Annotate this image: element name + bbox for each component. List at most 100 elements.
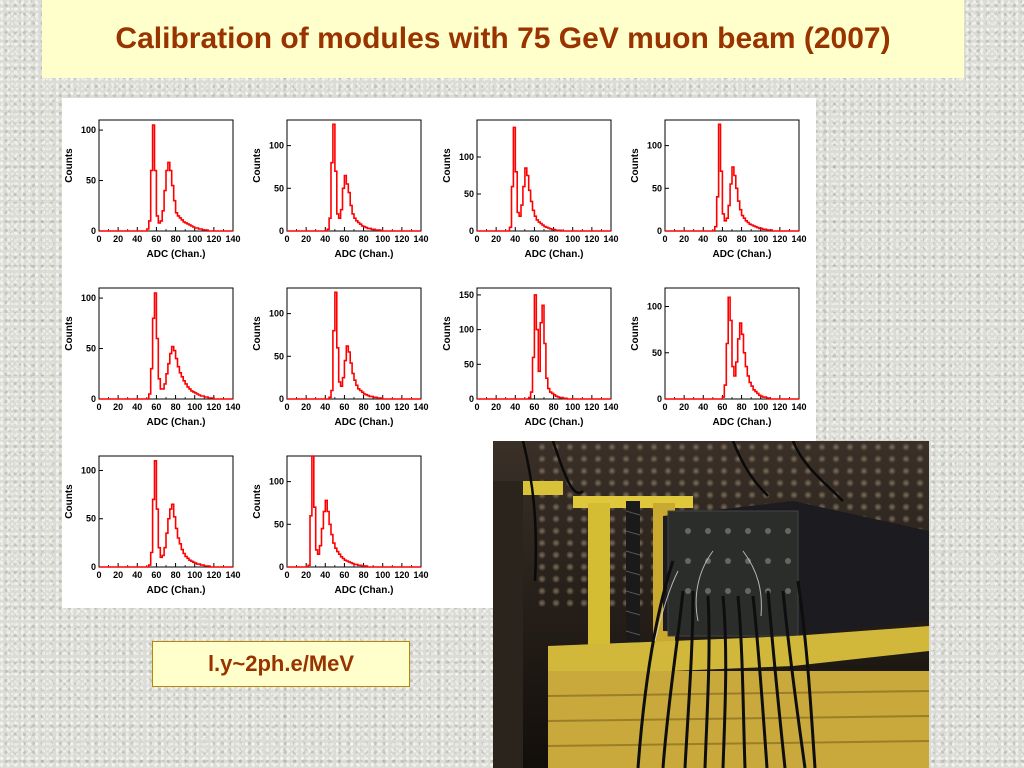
x-tick-label: 20 bbox=[491, 234, 501, 244]
y-tick-label: 50 bbox=[86, 514, 96, 524]
x-tick-label: 100 bbox=[187, 402, 202, 412]
y-tick-label: 50 bbox=[274, 519, 284, 529]
detector-photo bbox=[493, 441, 929, 768]
x-tick-label: 0 bbox=[96, 570, 101, 580]
histogram-series-line bbox=[477, 294, 611, 400]
x-tick-label: 60 bbox=[339, 570, 349, 580]
y-tick-label: 50 bbox=[652, 348, 662, 358]
x-tick-label: 0 bbox=[96, 234, 101, 244]
y-tick-label: 0 bbox=[469, 394, 474, 404]
histogram-series-line bbox=[99, 124, 233, 232]
y-tick-label: 150 bbox=[459, 290, 474, 300]
x-axis-label: ADC (Chan.) bbox=[335, 249, 394, 260]
plot-frame bbox=[98, 455, 234, 568]
x-tick-label: 100 bbox=[375, 402, 390, 412]
histogram-3: 0 20 40 60 80 100 120 140 0 50 100 ADC (Chan.) Count… bbox=[442, 119, 619, 260]
x-tick-label: 140 bbox=[225, 234, 240, 244]
x-tick-label: 120 bbox=[772, 402, 787, 412]
histogram-5: 0 20 40 60 80 100 120 140 0 50 100 ADC (Chan.) Count… bbox=[64, 287, 241, 428]
x-axis-label: ADC (Chan.) bbox=[335, 417, 394, 428]
y-tick-label: 0 bbox=[91, 394, 96, 404]
x-tick-label: 40 bbox=[698, 402, 708, 412]
x-tick-label: 100 bbox=[565, 402, 580, 412]
light-yield-box: l.y~2ph.e/MeV bbox=[152, 641, 410, 687]
histogram-4: 0 20 40 60 80 100 120 140 0 50 100 ADC (Chan.) Count… bbox=[630, 119, 807, 260]
x-tick-label: 20 bbox=[301, 234, 311, 244]
x-tick-label: 20 bbox=[113, 234, 123, 244]
histogram-series-line bbox=[99, 460, 233, 568]
y-tick-label: 100 bbox=[269, 141, 284, 151]
y-axis-label: Counts bbox=[252, 148, 263, 183]
y-tick-label: 50 bbox=[464, 359, 474, 369]
histogram-10: 0 20 40 60 80 100 120 140 0 50 100 ADC (Chan.) Count… bbox=[252, 455, 429, 596]
y-tick-label: 0 bbox=[279, 226, 284, 236]
x-tick-label: 80 bbox=[737, 402, 747, 412]
x-axis-label: ADC (Chan.) bbox=[147, 417, 206, 428]
y-axis-label: Counts bbox=[252, 316, 263, 351]
histogram-series-line bbox=[665, 123, 799, 232]
x-tick-label: 120 bbox=[394, 402, 409, 412]
x-tick-label: 140 bbox=[791, 402, 806, 412]
y-axis-label: Counts bbox=[64, 316, 75, 351]
x-tick-label: 40 bbox=[320, 570, 330, 580]
x-axis-label: ADC (Chan.) bbox=[713, 417, 772, 428]
x-tick-label: 80 bbox=[359, 402, 369, 412]
x-tick-label: 0 bbox=[284, 402, 289, 412]
x-tick-label: 80 bbox=[171, 402, 181, 412]
x-tick-label: 140 bbox=[603, 234, 618, 244]
x-tick-label: 80 bbox=[549, 402, 559, 412]
x-tick-label: 40 bbox=[510, 402, 520, 412]
plot-frame bbox=[476, 119, 612, 232]
y-tick-label: 100 bbox=[81, 465, 96, 475]
y-axis-label: Counts bbox=[442, 148, 453, 183]
histogram-series-line bbox=[99, 292, 233, 400]
x-axis-label: ADC (Chan.) bbox=[147, 249, 206, 260]
histogram-series-line bbox=[665, 296, 799, 400]
light-yield-label: l.y~2ph.e/MeV bbox=[207, 651, 355, 676]
plot-frame bbox=[286, 455, 422, 568]
x-tick-label: 60 bbox=[717, 234, 727, 244]
y-tick-label: 50 bbox=[274, 183, 284, 193]
x-tick-label: 20 bbox=[679, 402, 689, 412]
x-tick-label: 60 bbox=[151, 402, 161, 412]
y-axis-label: Counts bbox=[64, 148, 75, 183]
y-tick-label: 50 bbox=[274, 351, 284, 361]
x-tick-label: 100 bbox=[753, 402, 768, 412]
histogram-grid: 0 20 40 60 80 100 120 140 0 50 100 ADC (Chan.) Count… bbox=[64, 119, 807, 596]
y-tick-label: 0 bbox=[657, 226, 662, 236]
y-tick-label: 100 bbox=[459, 325, 474, 335]
x-tick-label: 120 bbox=[394, 570, 409, 580]
y-axis-label: Counts bbox=[630, 148, 641, 183]
x-tick-label: 0 bbox=[662, 402, 667, 412]
x-tick-label: 60 bbox=[529, 402, 539, 412]
y-axis-label: Counts bbox=[64, 484, 75, 519]
x-tick-label: 0 bbox=[474, 402, 479, 412]
histogram-6: 0 20 40 60 80 100 120 140 0 50 100 ADC (Chan.) Count… bbox=[252, 287, 429, 428]
x-tick-label: 20 bbox=[491, 402, 501, 412]
x-tick-label: 100 bbox=[375, 570, 390, 580]
x-tick-label: 0 bbox=[662, 234, 667, 244]
x-tick-label: 20 bbox=[113, 402, 123, 412]
x-tick-label: 140 bbox=[225, 570, 240, 580]
y-tick-label: 100 bbox=[459, 152, 474, 162]
y-tick-label: 0 bbox=[469, 226, 474, 236]
x-axis-label: ADC (Chan.) bbox=[335, 585, 394, 596]
x-tick-label: 40 bbox=[132, 570, 142, 580]
x-tick-label: 100 bbox=[753, 234, 768, 244]
x-tick-label: 120 bbox=[584, 234, 599, 244]
x-tick-label: 20 bbox=[679, 234, 689, 244]
y-tick-label: 100 bbox=[647, 141, 662, 151]
histogram-series-line bbox=[477, 126, 611, 232]
x-tick-label: 60 bbox=[717, 402, 727, 412]
x-tick-label: 40 bbox=[132, 234, 142, 244]
x-tick-label: 40 bbox=[132, 402, 142, 412]
x-axis-label: ADC (Chan.) bbox=[525, 249, 584, 260]
x-tick-label: 140 bbox=[413, 234, 428, 244]
x-axis-label: ADC (Chan.) bbox=[147, 585, 206, 596]
y-tick-label: 0 bbox=[279, 562, 284, 572]
x-tick-label: 140 bbox=[603, 402, 618, 412]
histogram-2: 0 20 40 60 80 100 120 140 0 50 100 ADC (Chan.) Count… bbox=[252, 119, 429, 260]
histogram-9: 0 20 40 60 80 100 120 140 0 50 100 ADC (Chan.) Count… bbox=[64, 455, 241, 596]
x-tick-label: 120 bbox=[206, 570, 221, 580]
x-tick-label: 80 bbox=[171, 234, 181, 244]
